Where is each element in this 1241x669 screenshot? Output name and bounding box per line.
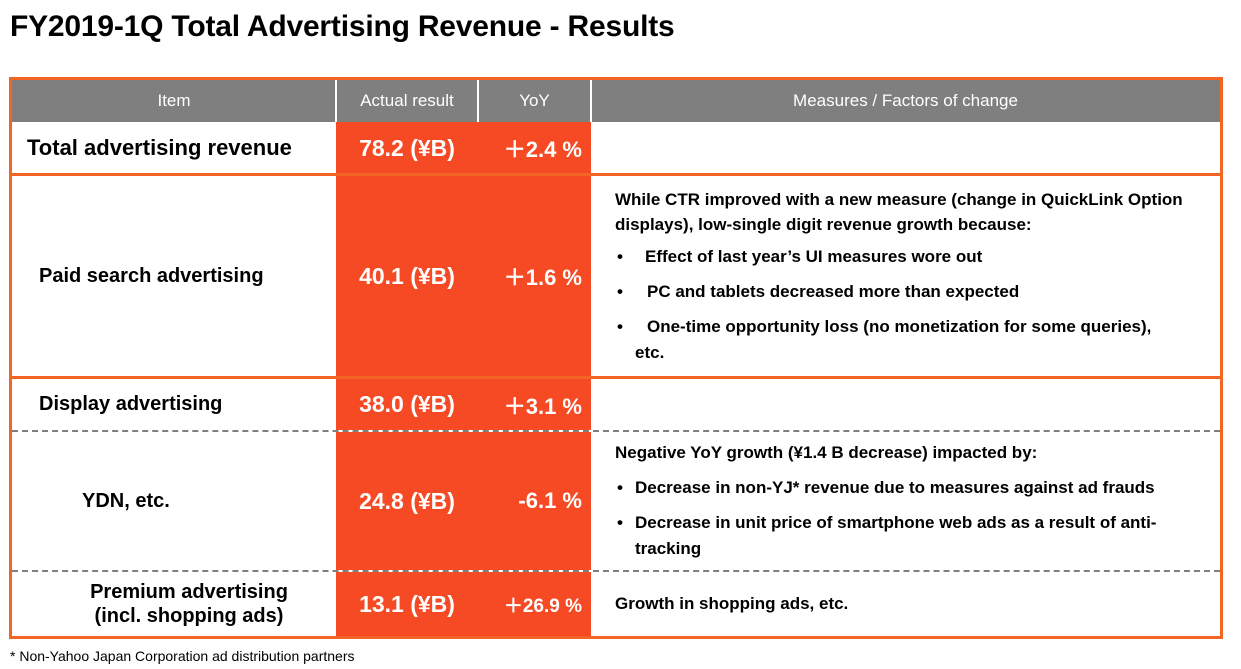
actual-value: 78.2 (¥B)	[336, 122, 478, 174]
bullet-icon: •	[617, 281, 623, 301]
row-item-label: Display advertising	[39, 393, 223, 415]
table-row: YDN, etc. 24.8 (¥B) -6.1 % Negative YoY …	[12, 432, 1220, 570]
table-row: Total advertising revenue 78.2 (¥B) ＋2.4…	[12, 122, 1220, 174]
yoy-value: ＋26.9 %	[478, 572, 591, 636]
row-item-label: Total advertising revenue	[27, 135, 292, 160]
header-yoy: YoY	[478, 80, 591, 122]
measures-cell: While CTR improved with a new measure (c…	[591, 176, 1220, 376]
bullet-icon: •	[617, 246, 623, 266]
row-divider	[12, 430, 1220, 432]
footnote: * Non-Yahoo Japan Corporation ad distrib…	[10, 648, 355, 664]
row-item-label: Premium advertising	[90, 581, 288, 603]
measures-intro: Negative YoY growth (¥1.4 B decrease) im…	[615, 443, 1038, 462]
row-divider	[12, 376, 1220, 379]
row-item-label: YDN, etc.	[82, 489, 170, 512]
row-item-sublabel: (incl. shopping ads)	[94, 605, 284, 627]
header-divider	[335, 80, 337, 122]
measures-cell	[591, 379, 1220, 430]
row-item-label: Paid search advertising	[39, 264, 264, 287]
header-measures: Measures / Factors of change	[591, 80, 1220, 122]
list-item: • Decrease in non-YJ* revenue due to mea…	[615, 475, 1215, 501]
table-row: Premium advertising (incl. shopping ads)…	[12, 572, 1220, 636]
header-divider	[590, 80, 592, 122]
results-table: Item Actual result YoY Measures / Factor…	[9, 77, 1223, 639]
page-title: FY2019-1Q Total Advertising Revenue - Re…	[10, 10, 675, 43]
list-item: • One-time opportunity loss (no monetiza…	[615, 314, 1195, 340]
bullet-icon: •	[617, 316, 623, 336]
list-item: • PC and tablets decreased more than exp…	[615, 279, 1195, 305]
bullet-icon: •	[617, 478, 623, 497]
header-divider	[477, 80, 479, 122]
yoy-value: -6.1 %	[478, 432, 591, 570]
measures-cell: Growth in shopping ads, etc.	[591, 572, 1220, 636]
measures-cell	[591, 122, 1220, 174]
header-item: Item	[12, 80, 336, 122]
actual-value: 24.8 (¥B)	[336, 432, 478, 570]
list-item: • Effect of last year’s UI measures wore…	[615, 244, 1195, 270]
measures-text: Growth in shopping ads, etc.	[615, 594, 849, 613]
list-item: • Decrease in unit price of smartphone w…	[615, 510, 1215, 562]
measures-intro: While CTR improved with a new measure (c…	[615, 189, 1183, 234]
table-header: Item Actual result YoY Measures / Factor…	[12, 80, 1220, 122]
bullet-icon: •	[617, 513, 623, 532]
row-divider	[12, 173, 1220, 176]
header-actual: Actual result	[336, 80, 478, 122]
actual-value: 38.0 (¥B)	[336, 379, 478, 430]
actual-value: 13.1 (¥B)	[336, 572, 478, 636]
measures-cell: Negative YoY growth (¥1.4 B decrease) im…	[591, 432, 1220, 570]
yoy-value: ＋2.4 %	[478, 122, 591, 174]
table-row: Paid search advertising 40.1 (¥B) ＋1.6 %…	[12, 176, 1220, 376]
row-divider	[12, 570, 1220, 572]
actual-value: 40.1 (¥B)	[336, 176, 478, 376]
yoy-value: ＋3.1 %	[478, 379, 591, 430]
measures-tail: etc.	[635, 342, 665, 362]
yoy-value: ＋1.6 %	[478, 176, 591, 376]
table-row: Display advertising 38.0 (¥B) ＋3.1 %	[12, 379, 1220, 430]
